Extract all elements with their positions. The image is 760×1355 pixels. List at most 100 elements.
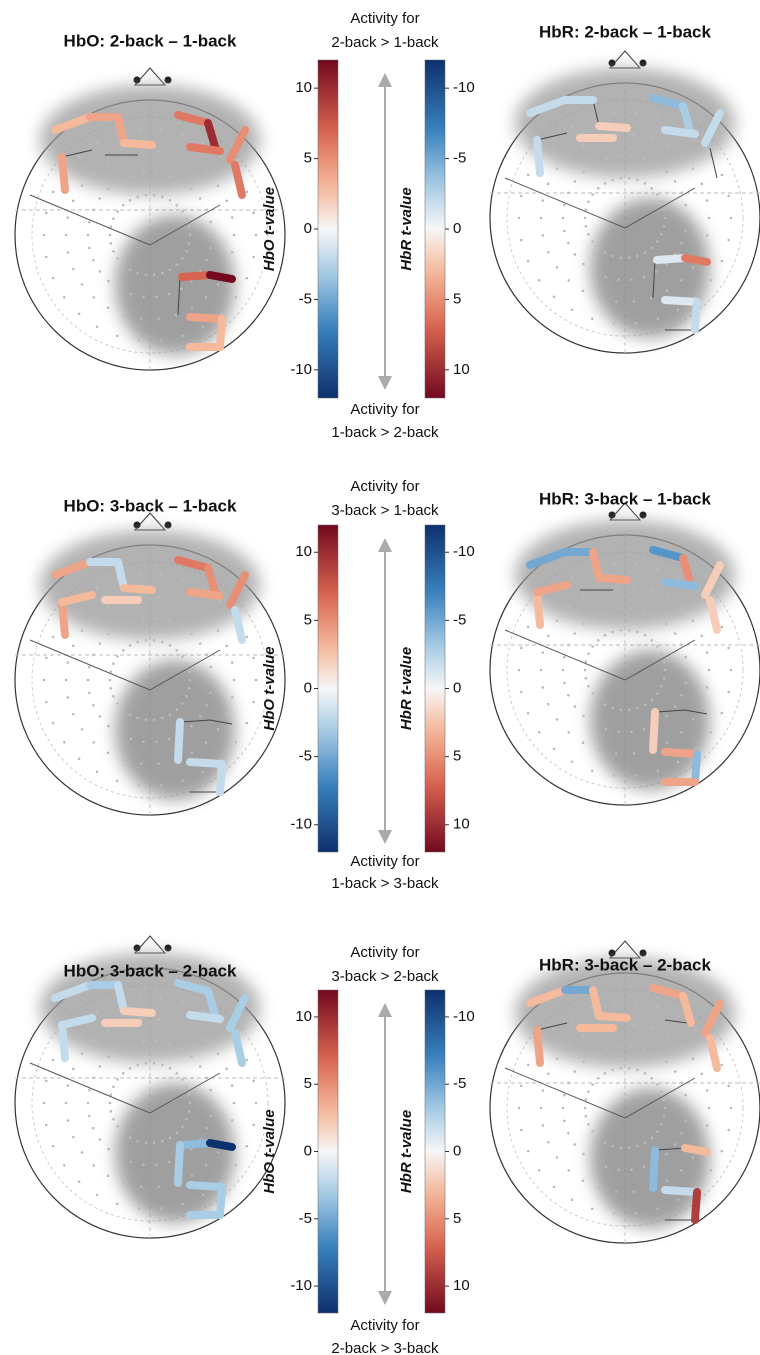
optode-grid (130, 620, 133, 623)
optode-grid (563, 230, 566, 233)
optode-grid (630, 730, 633, 733)
optode-grid (615, 300, 618, 303)
optode-grid (110, 687, 113, 690)
optode-grid (138, 1207, 141, 1210)
optode-grid (99, 270, 102, 273)
optode-grid (116, 780, 119, 783)
optode-grid (695, 1185, 698, 1188)
channel (190, 762, 222, 764)
optode-grid (593, 722, 596, 725)
ear-dot (609, 512, 616, 519)
optode-grid (112, 217, 115, 220)
colorbar (318, 60, 338, 398)
optode-grid (78, 155, 81, 158)
optode-grid (43, 1102, 46, 1105)
optode-grid (107, 1029, 110, 1032)
channel (220, 319, 222, 347)
optode-grid (686, 217, 689, 220)
optode-grid (680, 731, 683, 734)
optode-grid (153, 1141, 156, 1144)
optode-grid (190, 1056, 193, 1059)
optode-grid (706, 199, 709, 202)
optode-grid (520, 691, 523, 694)
colorbar-tick-label: 10 (295, 79, 312, 96)
optode-grid (136, 272, 139, 275)
optode-grid (175, 599, 178, 602)
colorbar (318, 525, 338, 852)
optode-grid (695, 295, 698, 298)
optode-grid (107, 725, 110, 728)
optode-grid (571, 125, 574, 128)
optode-grid (122, 1131, 125, 1134)
optode-grid (160, 784, 163, 787)
optode-grid (680, 1169, 683, 1172)
optode-grid (142, 295, 145, 298)
optode-grid (209, 247, 212, 250)
optode-grid (92, 1164, 95, 1167)
channel (599, 126, 627, 128)
optode-grid (547, 703, 550, 706)
optode-grid (153, 639, 156, 642)
optode-grid (161, 196, 164, 199)
optode-grid (130, 1161, 133, 1164)
optode-grid (116, 335, 119, 338)
optode-grid (138, 128, 141, 131)
optode-grid (636, 255, 639, 258)
optode-grid (138, 784, 141, 787)
optode-grid (692, 1156, 695, 1159)
optode-grid (632, 585, 635, 588)
optode-grid (118, 1155, 121, 1158)
optode-grid (45, 256, 48, 259)
optode-grid (684, 204, 687, 207)
colorbar-tick-label: -5 (299, 748, 312, 765)
optode-grid (168, 738, 171, 741)
optode-grid (574, 180, 577, 183)
optode-grid (617, 155, 620, 158)
optode-grid (175, 649, 178, 652)
optode-grid (650, 137, 653, 140)
optode-grid (246, 722, 249, 725)
optode-grid (145, 639, 148, 642)
optode-grid (99, 715, 102, 718)
optode-grid (527, 260, 530, 263)
optode-grid (587, 233, 590, 236)
optode-grid (88, 1089, 91, 1092)
contrast-label: Activity for (350, 1317, 419, 1334)
optode-grid (205, 1164, 208, 1167)
optode-grid (153, 273, 156, 276)
optode-grid (582, 1179, 585, 1182)
panel-title: HbR: 2-back – 1-back (539, 22, 711, 41)
optode-grid (598, 1187, 601, 1190)
optode-grid (205, 208, 208, 211)
optode-grid (175, 314, 178, 317)
optode-grid (644, 1141, 647, 1144)
optode-grid (527, 1150, 530, 1153)
optode-grid (597, 246, 600, 249)
optode-grid (145, 194, 148, 197)
contrast-label: Activity for (350, 401, 419, 418)
optode-grid (721, 626, 724, 629)
optode-grid (700, 703, 703, 706)
optode-grid (665, 623, 668, 626)
optode-grid (175, 1072, 178, 1075)
optode-grid (67, 216, 70, 219)
nose (135, 936, 165, 953)
optode-grid (169, 268, 172, 271)
optode-grid (650, 639, 653, 642)
optode-grid (67, 696, 70, 699)
contrast-label: 1-back > 2-back (331, 424, 439, 441)
optode-grid (52, 191, 55, 194)
optode-grid (88, 247, 91, 250)
contrast-label: 3-back > 1-back (331, 502, 439, 519)
optode-grid (582, 289, 585, 292)
optode-grid (180, 1048, 183, 1051)
optode-grid (202, 1010, 205, 1013)
optode-grid (72, 645, 75, 648)
optode-grid (556, 619, 559, 622)
optode-grid (520, 1085, 523, 1088)
optode-grid (231, 661, 234, 664)
optode-grid (611, 179, 614, 182)
optode-grid (597, 1077, 600, 1080)
optode-grid (727, 647, 730, 650)
optode-grid (686, 1107, 689, 1110)
